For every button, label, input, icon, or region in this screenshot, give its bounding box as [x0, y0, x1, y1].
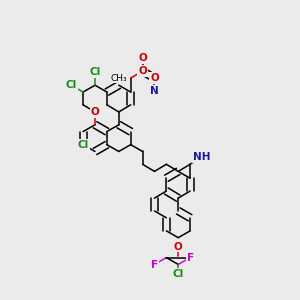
Text: O: O: [174, 242, 183, 252]
Text: CH₃: CH₃: [110, 74, 127, 82]
Text: O: O: [150, 73, 159, 83]
Text: O: O: [91, 107, 99, 117]
Text: O: O: [138, 53, 147, 64]
Text: F: F: [187, 253, 194, 262]
Text: Cl: Cl: [89, 67, 100, 77]
Text: Cl: Cl: [172, 269, 184, 279]
Text: Cl: Cl: [66, 80, 77, 90]
Text: N: N: [150, 86, 159, 96]
Text: O: O: [138, 66, 147, 76]
Text: Cl: Cl: [77, 140, 89, 150]
Text: NH: NH: [193, 152, 211, 162]
Text: F: F: [151, 260, 158, 270]
